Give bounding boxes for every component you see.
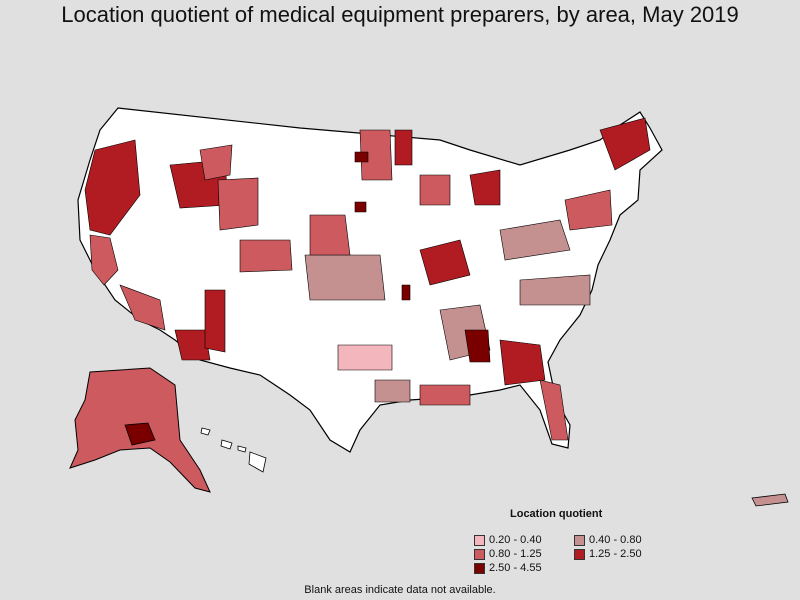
footnote: Blank areas indicate data not available. xyxy=(304,584,496,596)
legend-item-3: 1.25 - 2.50 xyxy=(574,548,642,560)
alaska-region-high xyxy=(124,422,156,446)
legend-item-1: 0.40 - 0.80 xyxy=(574,534,642,546)
legend-label: 0.40 - 0.80 xyxy=(589,534,642,546)
legend-title: Location quotient xyxy=(510,508,603,520)
shaded-areas xyxy=(84,117,651,441)
legend-item-2: 0.80 - 1.25 xyxy=(474,548,542,560)
legend-item-4: 2.50 - 4.55 xyxy=(474,562,542,574)
legend-swatch xyxy=(474,548,485,560)
legend-item-0: 0.20 - 0.40 xyxy=(474,534,542,546)
legend-swatch xyxy=(574,548,585,560)
puerto-rico xyxy=(751,493,789,507)
legend-label: 1.25 - 2.50 xyxy=(589,548,642,560)
legend-swatch xyxy=(474,562,485,574)
map-title: Location quotient of medical equipment p… xyxy=(61,2,739,27)
legend-swatch xyxy=(474,534,485,546)
hawaii xyxy=(200,427,267,473)
legend-label: 0.20 - 0.40 xyxy=(489,534,542,546)
legend-label: 0.80 - 1.25 xyxy=(489,548,542,560)
legend-label: 2.50 - 4.55 xyxy=(489,562,542,574)
legend-swatch xyxy=(574,534,585,546)
